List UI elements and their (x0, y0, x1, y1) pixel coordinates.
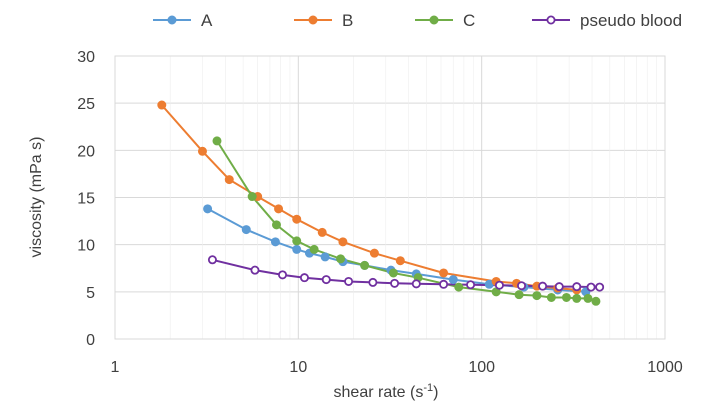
y-tick-label: 5 (86, 285, 95, 302)
x-axis-ticks: 1 10 100 1000 (111, 359, 683, 376)
data-point (292, 244, 302, 254)
data-point (207, 255, 217, 265)
data-point (439, 268, 449, 278)
data-point (197, 146, 207, 156)
data-point (454, 282, 464, 292)
data-point (538, 281, 548, 291)
data-point (212, 136, 222, 146)
data-point (411, 279, 421, 289)
data-point (448, 275, 458, 285)
data-point (439, 279, 449, 289)
data-point (546, 292, 556, 302)
data-point (344, 276, 354, 286)
grid-lines (114, 55, 666, 340)
data-point (395, 256, 405, 266)
data-point (271, 220, 281, 230)
x-tick-label: 100 (468, 359, 495, 376)
data-point (360, 260, 370, 270)
y-tick-label: 30 (77, 49, 95, 66)
data-point (561, 292, 571, 302)
legend-marker (546, 15, 556, 25)
legend-label: pseudo blood (580, 11, 682, 30)
y-tick-label: 25 (77, 96, 95, 113)
data-point (299, 273, 309, 283)
data-point (595, 282, 605, 292)
y-tick-label: 20 (77, 143, 95, 160)
data-point (554, 282, 564, 292)
plot-area-border (114, 55, 666, 340)
data-point (368, 277, 378, 287)
data-point (247, 192, 257, 202)
y-tick-label: 15 (77, 191, 95, 208)
series-lines (161, 104, 600, 303)
data-point (586, 282, 596, 292)
y-tick-label: 0 (86, 332, 95, 349)
y-axis-title: viscosity (mPa s) (28, 137, 45, 258)
data-point (224, 175, 234, 185)
data-point (278, 270, 288, 280)
data-point (494, 280, 504, 290)
data-point (532, 291, 542, 301)
legend-label: C (463, 11, 475, 30)
series-line (207, 207, 586, 293)
data-point (157, 100, 167, 110)
data-point (388, 268, 398, 278)
data-point (320, 252, 330, 262)
data-point (321, 275, 331, 285)
x-tick-label: 1000 (647, 359, 683, 376)
data-point (591, 296, 601, 306)
legend-marker (429, 15, 439, 25)
data-point (241, 225, 251, 235)
data-point (338, 237, 348, 247)
data-point (336, 254, 346, 264)
series-markers (157, 100, 605, 306)
data-point (390, 278, 400, 288)
legend-marker (167, 15, 177, 25)
data-point (292, 214, 302, 224)
data-point (270, 237, 280, 247)
data-point (292, 236, 302, 246)
data-point (572, 293, 582, 303)
x-tick-label: 1 (111, 359, 120, 376)
data-point (309, 244, 319, 254)
y-tick-label: 10 (77, 238, 95, 255)
legend-label: A (201, 11, 213, 30)
data-point (583, 293, 593, 303)
legend-marker (308, 15, 318, 25)
legend-label: B (342, 11, 353, 30)
data-point (274, 204, 284, 214)
x-axis-title: shear rate (s-1) (334, 382, 439, 401)
data-point (369, 248, 379, 258)
data-point (514, 290, 524, 300)
data-point (572, 282, 582, 292)
series-line (216, 140, 597, 303)
data-point (466, 280, 476, 290)
data-point (317, 227, 327, 237)
data-point (250, 265, 260, 275)
data-point (517, 281, 527, 291)
x-tick-label: 10 (289, 359, 307, 376)
y-axis-ticks: 0 5 10 15 20 25 30 (77, 49, 95, 349)
data-point (203, 204, 213, 214)
